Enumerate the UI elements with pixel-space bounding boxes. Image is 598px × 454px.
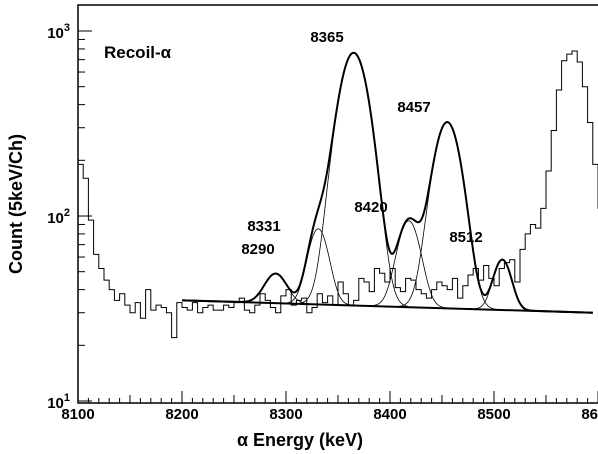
y-tick-label: 101: [47, 392, 70, 412]
x-tick-label: 8500: [477, 406, 510, 423]
x-tick-label: 8300: [269, 406, 302, 423]
peak-fit-8331: [280, 228, 356, 306]
peak-label-8290: 8290: [241, 241, 274, 258]
x-tick-label: 8400: [373, 406, 406, 423]
peak-label-8457: 8457: [397, 99, 430, 116]
peak-fit-8457: [397, 121, 498, 310]
total-fit: [181, 51, 593, 314]
inset-label: Recoil-α: [104, 43, 172, 62]
x-tick-label: 8600: [581, 406, 598, 423]
peak-label-8331: 8331: [247, 218, 280, 235]
x-axis-title: α Energy (keV): [237, 430, 363, 450]
component-fits: [233, 52, 536, 312]
x-tick-label: 8100: [61, 406, 94, 423]
peak-fit-8420: [367, 220, 451, 309]
x-tick-label: 8200: [165, 406, 198, 423]
peak-labels: 8290 8331 8365 8420 8457 8512: [241, 29, 482, 258]
peak-label-8420: 8420: [354, 199, 387, 216]
total-fit-curve: [181, 51, 593, 314]
y-tick-labels: 101 102 103: [47, 22, 70, 412]
y-tick-label: 103: [47, 22, 70, 42]
histogram: [78, 50, 598, 339]
peak-label-8512: 8512: [449, 229, 482, 246]
x-tick-labels: 8100 8200 8300 8400 8500 8600: [61, 406, 598, 423]
plot-frame: [77, 4, 598, 404]
axis-ticks: [77, 30, 598, 403]
background-line: [181, 299, 593, 314]
y-tick-label: 102: [47, 207, 70, 227]
peak-label-8365: 8365: [310, 29, 343, 46]
data-histogram: [78, 50, 598, 339]
background-fit-line: [181, 299, 593, 314]
peak-fit-8290: [233, 273, 318, 305]
y-axis-title: Count (5keV/Ch): [6, 134, 26, 274]
